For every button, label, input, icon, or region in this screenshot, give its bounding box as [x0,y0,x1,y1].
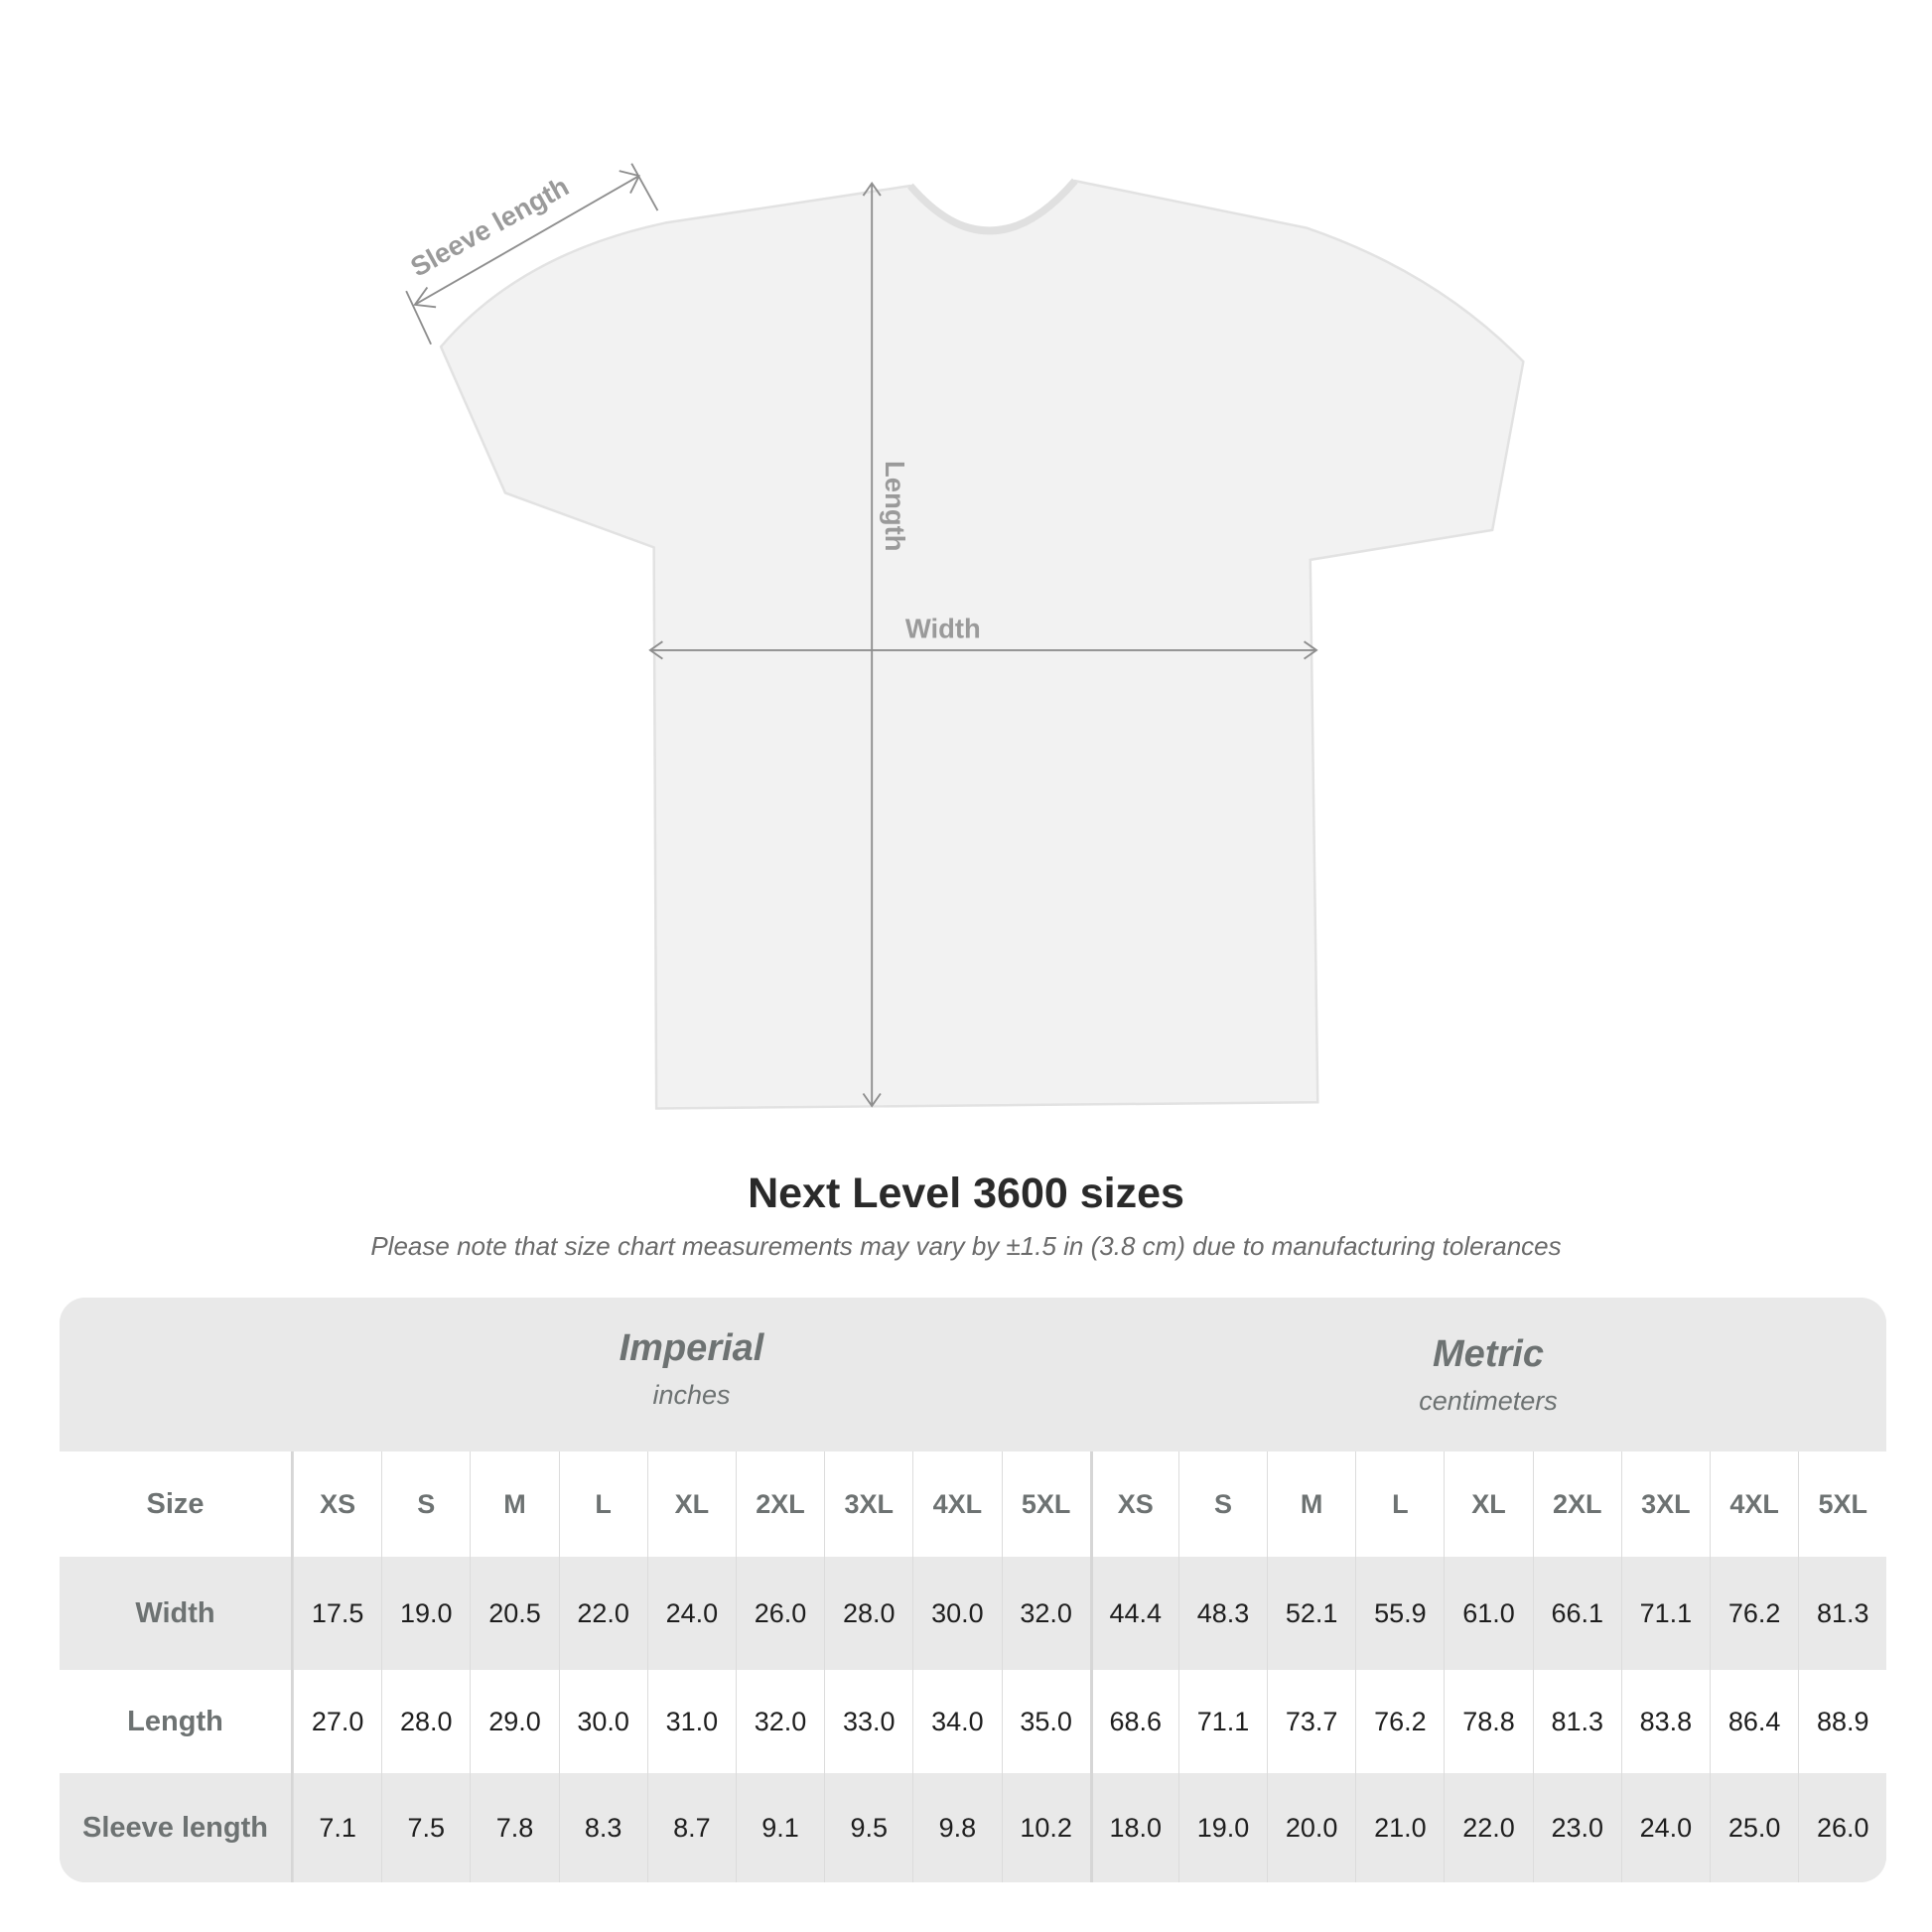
imperial-value-cell: 9.5 [824,1773,912,1882]
imperial-value-cell: 17.5 [293,1557,381,1670]
metric-size-xl: XL [1444,1451,1532,1557]
metric-unit: centimeters [1419,1386,1558,1416]
metric-value-cell: 22.0 [1444,1773,1532,1882]
metric-value-cell: 61.0 [1444,1557,1532,1670]
metric-size-l: L [1355,1451,1444,1557]
width-label: Width [905,613,981,643]
imperial-value-cell: 33.0 [824,1670,912,1773]
imperial-size-s: S [381,1451,470,1557]
metric-size-3xl: 3XL [1620,1451,1710,1557]
length-label: Length [880,461,910,551]
metric-value-cell: 44.4 [1089,1557,1178,1670]
metric-value-cell: 21.0 [1355,1773,1444,1882]
metric-value-cell: 71.1 [1620,1557,1710,1670]
metric-size-2xl: 2XL [1532,1451,1621,1557]
imperial-size-5xl: 5XL [1001,1451,1090,1557]
row-label: Length [60,1670,293,1773]
tshirt-collar [907,178,1078,235]
metric-value-cell: 48.3 [1177,1557,1267,1670]
row-label: Sleeve length [60,1773,293,1882]
imperial-value-cell: 30.0 [912,1557,1001,1670]
imperial-value-cell: 19.0 [381,1557,470,1670]
imperial-size-4xl: 4XL [912,1451,1001,1557]
metric-value-cell: 76.2 [1710,1557,1798,1670]
metric-value-cell: 73.7 [1267,1670,1355,1773]
imperial-value-cell: 22.0 [558,1557,647,1670]
tolerance-note: Please note that size chart measurements… [370,1231,1562,1261]
metric-header: Metric centimeters [1090,1333,1886,1417]
table-row: Length 27.0 28.0 29.0 30.0 31.0 32.0 33.0 34.0 35… [60,1670,1886,1773]
metric-value-cell: 81.3 [1532,1670,1621,1773]
imperial-size-xl: XL [646,1451,736,1557]
imperial-header: Imperial inches [293,1327,1090,1411]
imperial-value-cell: 9.8 [912,1773,1001,1882]
page-title: Next Level 3600 sizes [748,1170,1184,1217]
size-header-row: Size XS S M L XL 2XL 3XL 4XL 5XL XS S M L XL 2XL 3XL 4XL 5… [60,1451,1886,1557]
metric-size-4xl: 4XL [1710,1451,1798,1557]
imperial-size-3xl: 3XL [824,1451,912,1557]
imperial-value-cell: 26.0 [735,1557,824,1670]
imperial-value-cell: 29.0 [470,1670,558,1773]
imperial-size-l: L [558,1451,647,1557]
metric-value-cell: 66.1 [1532,1557,1621,1670]
imperial-value-cell: 31.0 [646,1670,736,1773]
table-row: Width 17.5 19.0 20.5 22.0 24.0 26.0 28.0 30.0 32.… [60,1557,1886,1670]
row-label: Width [60,1557,293,1670]
metric-size-m: M [1267,1451,1355,1557]
metric-value-cell: 18.0 [1089,1773,1178,1882]
imperial-value-cell: 7.8 [470,1773,558,1882]
imperial-value-cell: 32.0 [735,1670,824,1773]
metric-value-cell: 26.0 [1798,1773,1886,1882]
metric-value-cell: 86.4 [1710,1670,1798,1773]
imperial-value-cell: 28.0 [824,1557,912,1670]
imperial-value-cell: 30.0 [558,1670,647,1773]
metric-value-cell: 81.3 [1798,1557,1886,1670]
imperial-value-cell: 24.0 [646,1557,736,1670]
metric-value-cell: 19.0 [1177,1773,1267,1882]
imperial-value-cell: 32.0 [1001,1557,1090,1670]
metric-value-cell: 88.9 [1798,1670,1886,1773]
imperial-value-cell: 7.5 [381,1773,470,1882]
table-header: Imperial inches Metric centimeters [60,1298,1886,1451]
size-table: Imperial inches Metric centimeters Size X… [60,1298,1886,1882]
metric-size-s: S [1177,1451,1267,1557]
size-label: Size [60,1451,293,1557]
tshirt-illustration [439,179,1525,1110]
imperial-value-cell: 7.1 [293,1773,381,1882]
metric-value-cell: 20.0 [1267,1773,1355,1882]
metric-value-cell: 25.0 [1710,1773,1798,1882]
imperial-value-cell: 10.2 [1001,1773,1090,1882]
metric-value-cell: 78.8 [1444,1670,1532,1773]
metric-title: Metric [1433,1333,1544,1375]
imperial-title: Imperial [619,1327,764,1369]
sleeve-arrow [414,175,640,306]
imperial-size-m: M [470,1451,558,1557]
table-row: Sleeve length 7.1 7.5 7.8 8.3 8.7 9.1 9.5 9.8 10.… [60,1773,1886,1882]
imperial-unit: inches [652,1380,731,1410]
imperial-value-cell: 20.5 [470,1557,558,1670]
imperial-size-xs: XS [293,1451,381,1557]
metric-value-cell: 23.0 [1532,1773,1621,1882]
metric-value-cell: 52.1 [1267,1557,1355,1670]
metric-value-cell: 76.2 [1355,1670,1444,1773]
metric-value-cell: 71.1 [1177,1670,1267,1773]
imperial-value-cell: 28.0 [381,1670,470,1773]
metric-value-cell: 24.0 [1620,1773,1710,1882]
imperial-value-cell: 35.0 [1001,1670,1090,1773]
metric-size-5xl: 5XL [1798,1451,1886,1557]
imperial-value-cell: 9.1 [735,1773,824,1882]
metric-value-cell: 55.9 [1355,1557,1444,1670]
metric-value-cell: 68.6 [1089,1670,1178,1773]
imperial-value-cell: 8.3 [558,1773,647,1882]
metric-size-xs: XS [1089,1451,1178,1557]
imperial-value-cell: 8.7 [646,1773,736,1882]
metric-value-cell: 83.8 [1620,1670,1710,1773]
imperial-value-cell: 34.0 [912,1670,1001,1773]
imperial-size-2xl: 2XL [735,1451,824,1557]
imperial-value-cell: 27.0 [293,1670,381,1773]
